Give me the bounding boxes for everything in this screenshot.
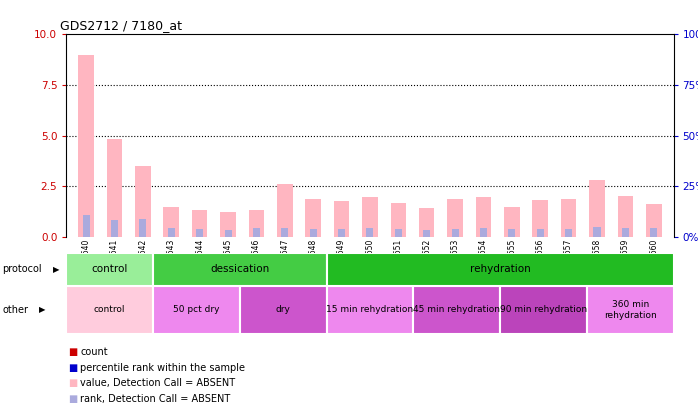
Bar (366, 228, 373, 237)
Bar (168, 228, 175, 237)
Bar (500, 286, 587, 334)
Bar (338, 229, 345, 237)
Bar (480, 228, 487, 237)
Bar (504, 207, 519, 237)
Bar (135, 166, 151, 237)
Bar (589, 180, 604, 237)
Bar (66, 286, 153, 334)
Text: 90 min rehydration: 90 min rehydration (500, 305, 587, 314)
Bar (362, 198, 378, 237)
Bar (650, 228, 658, 237)
Text: ■: ■ (68, 363, 77, 373)
Bar (248, 210, 265, 237)
Bar (413, 286, 500, 334)
Text: other: other (2, 305, 28, 315)
Text: percentile rank within the sample: percentile rank within the sample (80, 363, 245, 373)
Bar (310, 229, 317, 237)
Bar (593, 227, 600, 237)
Bar (221, 211, 236, 237)
Text: ■: ■ (68, 347, 77, 357)
Bar (78, 55, 94, 237)
Text: 15 min rehydration: 15 min rehydration (327, 305, 413, 314)
Text: rehydration: rehydration (470, 264, 530, 274)
Bar (334, 202, 350, 237)
Bar (423, 230, 430, 237)
Bar (153, 286, 240, 334)
Bar (565, 229, 572, 237)
Text: dry: dry (276, 305, 290, 314)
Text: 45 min rehydration: 45 min rehydration (413, 305, 500, 314)
Bar (618, 196, 633, 237)
Bar (560, 200, 577, 237)
Bar (390, 202, 406, 237)
Text: 50 pct dry: 50 pct dry (173, 305, 220, 314)
Text: ▶: ▶ (53, 265, 59, 274)
Text: control: control (91, 264, 128, 274)
Bar (225, 230, 232, 237)
Bar (196, 229, 203, 237)
Text: GDS2712 / 7180_at: GDS2712 / 7180_at (60, 19, 182, 32)
Bar (395, 229, 402, 237)
Bar (452, 229, 459, 237)
Text: count: count (80, 347, 108, 357)
Bar (533, 200, 548, 237)
Bar (66, 253, 153, 286)
Bar (419, 207, 434, 237)
Text: value, Detection Call = ABSENT: value, Detection Call = ABSENT (80, 378, 235, 388)
Text: dessication: dessication (210, 264, 269, 274)
Bar (111, 220, 118, 237)
Text: control: control (94, 305, 126, 314)
Bar (253, 228, 260, 237)
Text: ■: ■ (68, 394, 77, 403)
Bar (327, 286, 413, 334)
Bar (447, 200, 463, 237)
Bar (475, 198, 491, 237)
Bar (646, 204, 662, 237)
Text: 360 min
rehydration: 360 min rehydration (604, 300, 657, 320)
Bar (140, 219, 147, 237)
Bar (277, 184, 292, 237)
Bar (82, 215, 90, 237)
Bar (107, 139, 122, 237)
Text: protocol: protocol (2, 264, 42, 274)
Text: ■: ■ (68, 378, 77, 388)
Text: ▶: ▶ (39, 305, 45, 314)
Text: rank, Detection Call = ABSENT: rank, Detection Call = ABSENT (80, 394, 230, 403)
Bar (153, 253, 327, 286)
Bar (622, 228, 629, 237)
Bar (240, 286, 327, 334)
Bar (587, 286, 674, 334)
Bar (306, 200, 321, 237)
Bar (508, 229, 515, 237)
Bar (327, 253, 674, 286)
Bar (163, 207, 179, 237)
Bar (537, 229, 544, 237)
Bar (192, 210, 207, 237)
Bar (281, 228, 288, 237)
